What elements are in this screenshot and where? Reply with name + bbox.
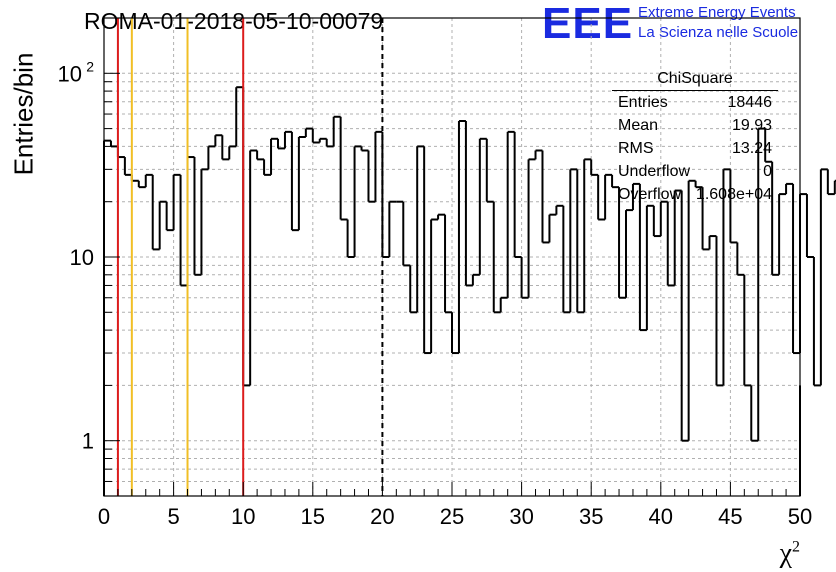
stats-value: 19.93 (731, 117, 772, 134)
eee-logo-mark: EEE (542, 0, 634, 48)
x-tick-label: 45 (718, 504, 742, 529)
stats-box: ChiSquare Entries 18446 Mean 19.93 RMS 13.2… (612, 70, 778, 209)
y-tick-label: 1 (82, 429, 94, 454)
x-tick-label: 35 (579, 504, 603, 529)
x-tick-label: 50 (788, 504, 812, 529)
x-tick-label: 30 (509, 504, 533, 529)
stats-value: 1.608e+04 (695, 186, 772, 203)
x-axis-label-symbol: χ (779, 538, 792, 569)
x-tick-label: 10 (231, 504, 255, 529)
logo-line-2: La Scienza nelle Scuole (638, 24, 799, 41)
x-tick-label: 40 (649, 504, 673, 529)
stats-value: 18446 (727, 94, 773, 111)
stats-key: RMS (618, 140, 654, 157)
x-tick-label: 0 (98, 504, 110, 529)
y-tick-label: 10 (58, 61, 82, 86)
logo-line-1: Extreme Energy Events (638, 4, 796, 21)
stats-title: ChiSquare (612, 70, 778, 91)
stats-row-overflow: Overflow 1.608e+04 (612, 186, 778, 209)
x-axis-label: χ2 (780, 538, 800, 570)
stats-value: 0 (763, 163, 772, 180)
stats-key: Overflow (618, 186, 682, 203)
y-tick-label-exponent: 2 (86, 58, 94, 74)
x-tick-label: 20 (370, 504, 394, 529)
stats-row-entries: Entries 18446 (612, 94, 778, 117)
stats-key: Underflow (618, 163, 691, 180)
stats-key: Entries (618, 94, 668, 111)
stats-row-mean: Mean 19.93 (612, 117, 778, 140)
stats-value: 13.24 (731, 140, 772, 157)
stats-row-rms: RMS 13.24 (612, 140, 778, 163)
x-tick-label: 15 (301, 504, 325, 529)
plot-title: ROMA-01-2018-05-10-00079 (84, 8, 384, 34)
y-tick-label: 10 (70, 245, 94, 270)
x-tick-label: 5 (167, 504, 179, 529)
stats-key: Mean (618, 117, 659, 134)
x-tick-label: 25 (440, 504, 464, 529)
x-axis-label-exponent: 2 (792, 538, 800, 556)
stats-row-underflow: Underflow 0 (612, 163, 778, 186)
